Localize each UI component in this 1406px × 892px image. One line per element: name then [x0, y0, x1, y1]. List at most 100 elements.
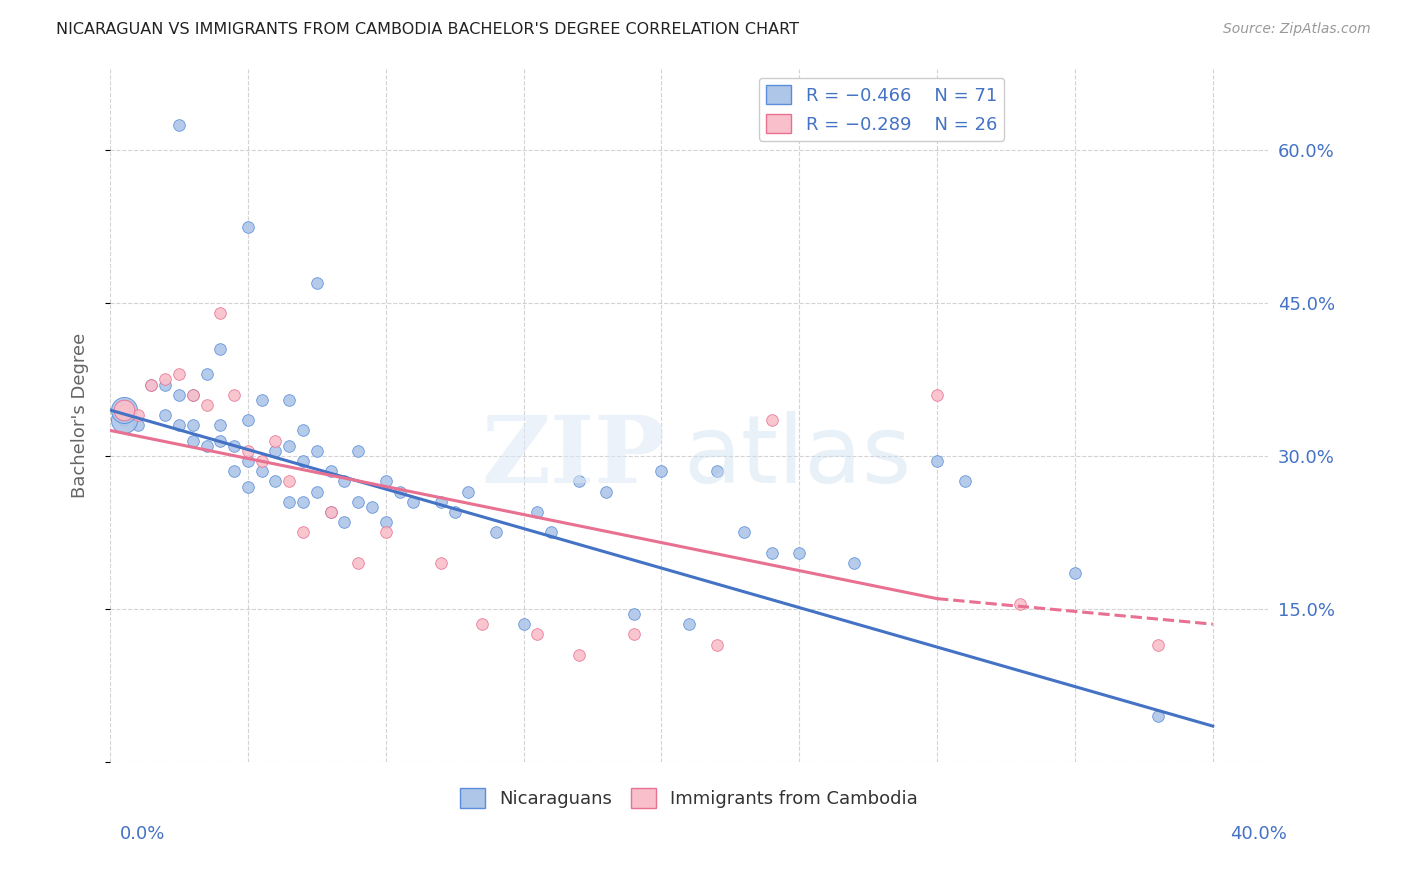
- Point: [292, 424, 315, 438]
- Point: [1146, 638, 1168, 652]
- Point: [278, 439, 301, 453]
- Point: [167, 418, 190, 433]
- Point: [181, 434, 204, 448]
- Point: [292, 525, 315, 540]
- Point: [141, 377, 163, 392]
- Point: [224, 439, 246, 453]
- Point: [526, 627, 548, 641]
- Point: [167, 118, 190, 132]
- Point: [236, 479, 259, 493]
- Point: [430, 495, 453, 509]
- Legend: Nicaraguans, Immigrants from Cambodia: Nicaraguans, Immigrants from Cambodia: [453, 780, 925, 815]
- Point: [209, 306, 232, 320]
- Point: [927, 454, 949, 468]
- Point: [844, 556, 866, 570]
- Point: [112, 413, 135, 427]
- Point: [181, 388, 204, 402]
- Point: [181, 418, 204, 433]
- Point: [512, 617, 534, 632]
- Point: [443, 505, 465, 519]
- Point: [1064, 566, 1087, 581]
- Point: [733, 525, 755, 540]
- Point: [155, 377, 177, 392]
- Point: [595, 484, 617, 499]
- Point: [112, 403, 135, 417]
- Point: [112, 408, 135, 422]
- Point: [209, 418, 232, 433]
- Point: [181, 388, 204, 402]
- Point: [540, 525, 562, 540]
- Text: ZIP: ZIP: [482, 412, 666, 501]
- Point: [471, 617, 494, 632]
- Point: [264, 434, 287, 448]
- Point: [650, 464, 672, 478]
- Point: [209, 434, 232, 448]
- Point: [374, 475, 396, 489]
- Point: [292, 495, 315, 509]
- Point: [112, 403, 135, 417]
- Point: [127, 418, 149, 433]
- Point: [127, 408, 149, 422]
- Point: [236, 413, 259, 427]
- Point: [706, 464, 728, 478]
- Point: [167, 368, 190, 382]
- Point: [250, 392, 273, 407]
- Point: [678, 617, 700, 632]
- Point: [319, 505, 342, 519]
- Point: [526, 505, 548, 519]
- Point: [236, 219, 259, 234]
- Point: [1008, 597, 1031, 611]
- Point: [305, 443, 328, 458]
- Point: [278, 475, 301, 489]
- Point: [319, 464, 342, 478]
- Text: atlas: atlas: [683, 410, 911, 503]
- Point: [112, 403, 135, 417]
- Point: [278, 392, 301, 407]
- Point: [278, 495, 301, 509]
- Point: [333, 475, 356, 489]
- Point: [155, 408, 177, 422]
- Point: [1146, 709, 1168, 723]
- Point: [155, 372, 177, 386]
- Point: [787, 546, 810, 560]
- Point: [953, 475, 976, 489]
- Point: [347, 443, 370, 458]
- Point: [485, 525, 508, 540]
- Text: 40.0%: 40.0%: [1230, 825, 1286, 843]
- Point: [224, 388, 246, 402]
- Point: [264, 443, 287, 458]
- Point: [250, 464, 273, 478]
- Text: Source: ZipAtlas.com: Source: ZipAtlas.com: [1223, 22, 1371, 37]
- Point: [305, 276, 328, 290]
- Point: [568, 648, 591, 662]
- Point: [333, 515, 356, 529]
- Point: [623, 627, 645, 641]
- Point: [761, 413, 783, 427]
- Point: [430, 556, 453, 570]
- Y-axis label: Bachelor's Degree: Bachelor's Degree: [72, 333, 89, 498]
- Point: [319, 505, 342, 519]
- Text: NICARAGUAN VS IMMIGRANTS FROM CAMBODIA BACHELOR'S DEGREE CORRELATION CHART: NICARAGUAN VS IMMIGRANTS FROM CAMBODIA B…: [56, 22, 799, 37]
- Text: 0.0%: 0.0%: [120, 825, 165, 843]
- Point: [209, 342, 232, 356]
- Point: [568, 475, 591, 489]
- Point: [706, 638, 728, 652]
- Point: [388, 484, 411, 499]
- Point: [195, 439, 218, 453]
- Point: [141, 377, 163, 392]
- Point: [347, 556, 370, 570]
- Point: [236, 454, 259, 468]
- Point: [927, 388, 949, 402]
- Point: [305, 484, 328, 499]
- Point: [761, 546, 783, 560]
- Point: [361, 500, 384, 514]
- Point: [374, 515, 396, 529]
- Point: [623, 607, 645, 621]
- Point: [250, 454, 273, 468]
- Point: [264, 475, 287, 489]
- Point: [195, 398, 218, 412]
- Point: [374, 525, 396, 540]
- Point: [195, 368, 218, 382]
- Point: [224, 464, 246, 478]
- Point: [292, 454, 315, 468]
